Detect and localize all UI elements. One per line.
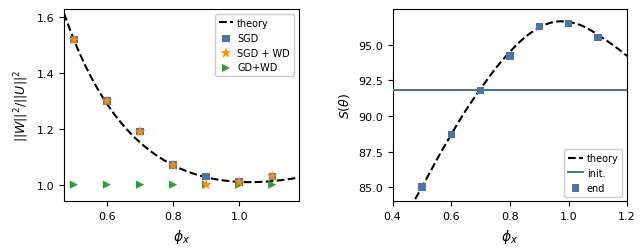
Legend: theory, init., end: theory, init., end: [564, 149, 622, 197]
X-axis label: $\phi_x$: $\phi_x$: [173, 227, 190, 245]
X-axis label: $\phi_x$: $\phi_x$: [501, 227, 518, 245]
GD+WD: [234, 183, 244, 187]
end: [534, 25, 545, 29]
theory: [559, 21, 566, 24]
theory: [230, 180, 238, 183]
theory: [208, 177, 216, 180]
end: [476, 89, 486, 93]
SGD + WD: [168, 164, 178, 168]
SGD + WD: [267, 175, 277, 179]
theory: [557, 21, 564, 24]
Line: theory: theory: [392, 22, 627, 237]
end: [563, 22, 573, 26]
SGD + WD: [102, 100, 112, 104]
theory: [482, 81, 490, 84]
Legend: theory, SGD, SGD + WD, GD+WD: theory, SGD, SGD + WD, GD+WD: [215, 15, 294, 77]
theory: [136, 142, 144, 145]
theory: [230, 180, 237, 183]
theory: [388, 236, 396, 239]
SGD: [234, 180, 244, 184]
SGD: [102, 100, 112, 104]
end: [446, 133, 456, 137]
theory: [417, 188, 424, 191]
SGD + WD: [201, 183, 211, 187]
GD+WD: [267, 183, 277, 187]
theory: [60, 13, 68, 16]
SGD: [168, 164, 178, 168]
theory: [295, 176, 303, 179]
GD+WD: [201, 183, 211, 187]
SGD: [201, 175, 211, 179]
SGD + WD: [135, 130, 145, 134]
Y-axis label: $S(\theta)$: $S(\theta)$: [337, 93, 353, 119]
theory: [246, 181, 253, 184]
end: [417, 185, 427, 190]
SGD + WD: [68, 39, 79, 43]
SGD: [68, 39, 79, 43]
GD+WD: [68, 183, 79, 187]
theory: [153, 154, 161, 158]
theory: [560, 21, 568, 24]
GD+WD: [102, 183, 112, 187]
GD+WD: [168, 183, 178, 187]
Line: theory: theory: [64, 14, 299, 182]
end: [593, 37, 603, 41]
end: [505, 55, 515, 59]
SGD: [135, 130, 145, 134]
Y-axis label: $||W||^2/||U||^2$: $||W||^2/||U||^2$: [12, 70, 31, 142]
theory: [536, 26, 544, 29]
SGD: [267, 175, 277, 179]
SGD + WD: [234, 180, 244, 184]
GD+WD: [135, 183, 145, 187]
theory: [88, 78, 96, 81]
theory: [465, 105, 473, 108]
theory: [623, 55, 631, 58]
